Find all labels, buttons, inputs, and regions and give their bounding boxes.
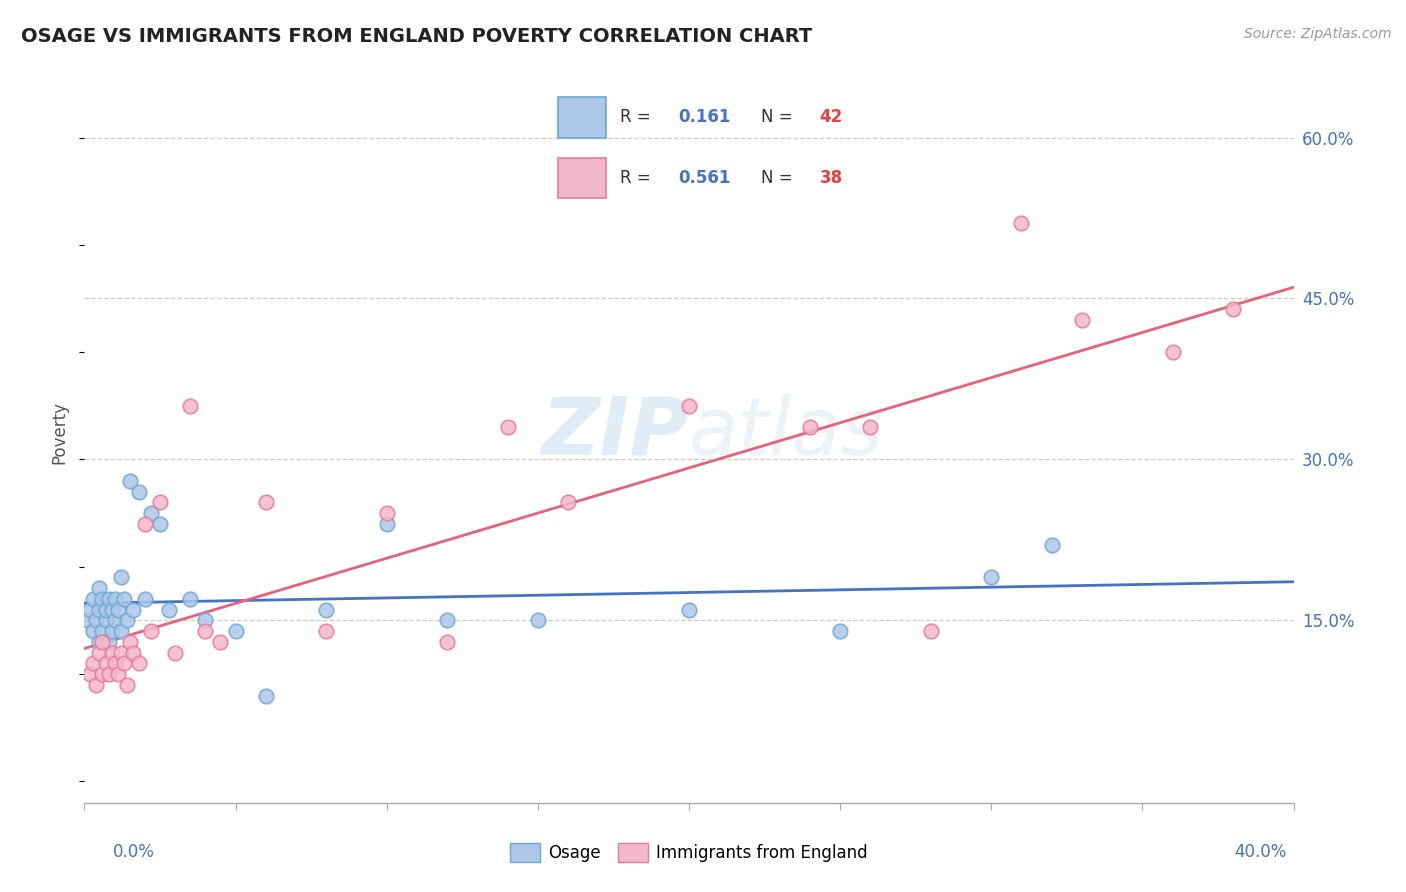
Point <box>97 667 120 681</box>
Point <box>139 624 162 639</box>
Point <box>107 667 129 681</box>
Point <box>104 614 127 628</box>
Point <box>527 614 550 628</box>
Point <box>315 624 337 639</box>
Point <box>678 602 700 616</box>
Point <box>76 614 98 628</box>
Point <box>254 689 277 703</box>
Point <box>110 646 132 660</box>
Point <box>134 591 156 606</box>
Point <box>436 635 458 649</box>
Point <box>121 602 143 616</box>
Point <box>225 624 247 639</box>
Point <box>1222 302 1244 317</box>
Text: OSAGE VS IMMIGRANTS FROM ENGLAND POVERTY CORRELATION CHART: OSAGE VS IMMIGRANTS FROM ENGLAND POVERTY… <box>21 27 813 45</box>
Point <box>1161 345 1184 359</box>
Point <box>859 420 882 434</box>
Point <box>94 657 117 671</box>
Point <box>118 474 141 488</box>
Point <box>375 516 398 531</box>
Y-axis label: Poverty: Poverty <box>51 401 69 464</box>
Point <box>165 646 187 660</box>
Point <box>496 420 519 434</box>
Point <box>86 614 108 628</box>
Legend: Osage, Immigrants from England: Osage, Immigrants from England <box>503 836 875 869</box>
Point <box>678 399 700 413</box>
Point <box>179 399 201 413</box>
Point <box>112 591 135 606</box>
Point <box>149 495 172 509</box>
Point <box>920 624 942 639</box>
Point <box>1040 538 1063 552</box>
Point <box>79 667 101 681</box>
Point <box>86 678 108 692</box>
Point <box>91 635 114 649</box>
Point <box>82 657 104 671</box>
Point <box>100 624 122 639</box>
Point <box>830 624 852 639</box>
Point <box>110 624 132 639</box>
Point <box>980 570 1002 584</box>
Point <box>107 602 129 616</box>
Point <box>557 495 579 509</box>
Point <box>82 591 104 606</box>
Point <box>82 624 104 639</box>
Point <box>128 484 150 499</box>
Point <box>91 591 114 606</box>
Point <box>254 495 277 509</box>
Point <box>97 591 120 606</box>
Point <box>94 602 117 616</box>
Point <box>79 602 101 616</box>
Point <box>134 516 156 531</box>
Point <box>194 624 217 639</box>
Point <box>799 420 821 434</box>
Point <box>89 581 111 595</box>
Point <box>149 516 172 531</box>
Point <box>115 614 138 628</box>
Point <box>194 614 217 628</box>
Point <box>104 657 127 671</box>
Text: 40.0%: 40.0% <box>1234 843 1286 861</box>
Point <box>1071 313 1094 327</box>
Point <box>112 657 135 671</box>
Point <box>110 570 132 584</box>
Text: atlas: atlas <box>689 393 884 472</box>
Point <box>89 635 111 649</box>
Point <box>315 602 337 616</box>
Point <box>375 506 398 520</box>
Point <box>121 646 143 660</box>
Point <box>436 614 458 628</box>
Point <box>209 635 232 649</box>
Text: ZIP: ZIP <box>541 393 689 472</box>
Point <box>89 646 111 660</box>
Point <box>100 646 122 660</box>
Text: 0.0%: 0.0% <box>112 843 155 861</box>
Point <box>104 591 127 606</box>
Point <box>94 614 117 628</box>
Text: Source: ZipAtlas.com: Source: ZipAtlas.com <box>1244 27 1392 41</box>
Point <box>139 506 162 520</box>
Point <box>179 591 201 606</box>
Point <box>100 602 122 616</box>
Point <box>91 667 114 681</box>
Point <box>97 635 120 649</box>
Point <box>128 657 150 671</box>
Point <box>157 602 180 616</box>
Point <box>118 635 141 649</box>
Point <box>91 624 114 639</box>
Point <box>1011 216 1033 230</box>
Point <box>115 678 138 692</box>
Point <box>89 602 111 616</box>
